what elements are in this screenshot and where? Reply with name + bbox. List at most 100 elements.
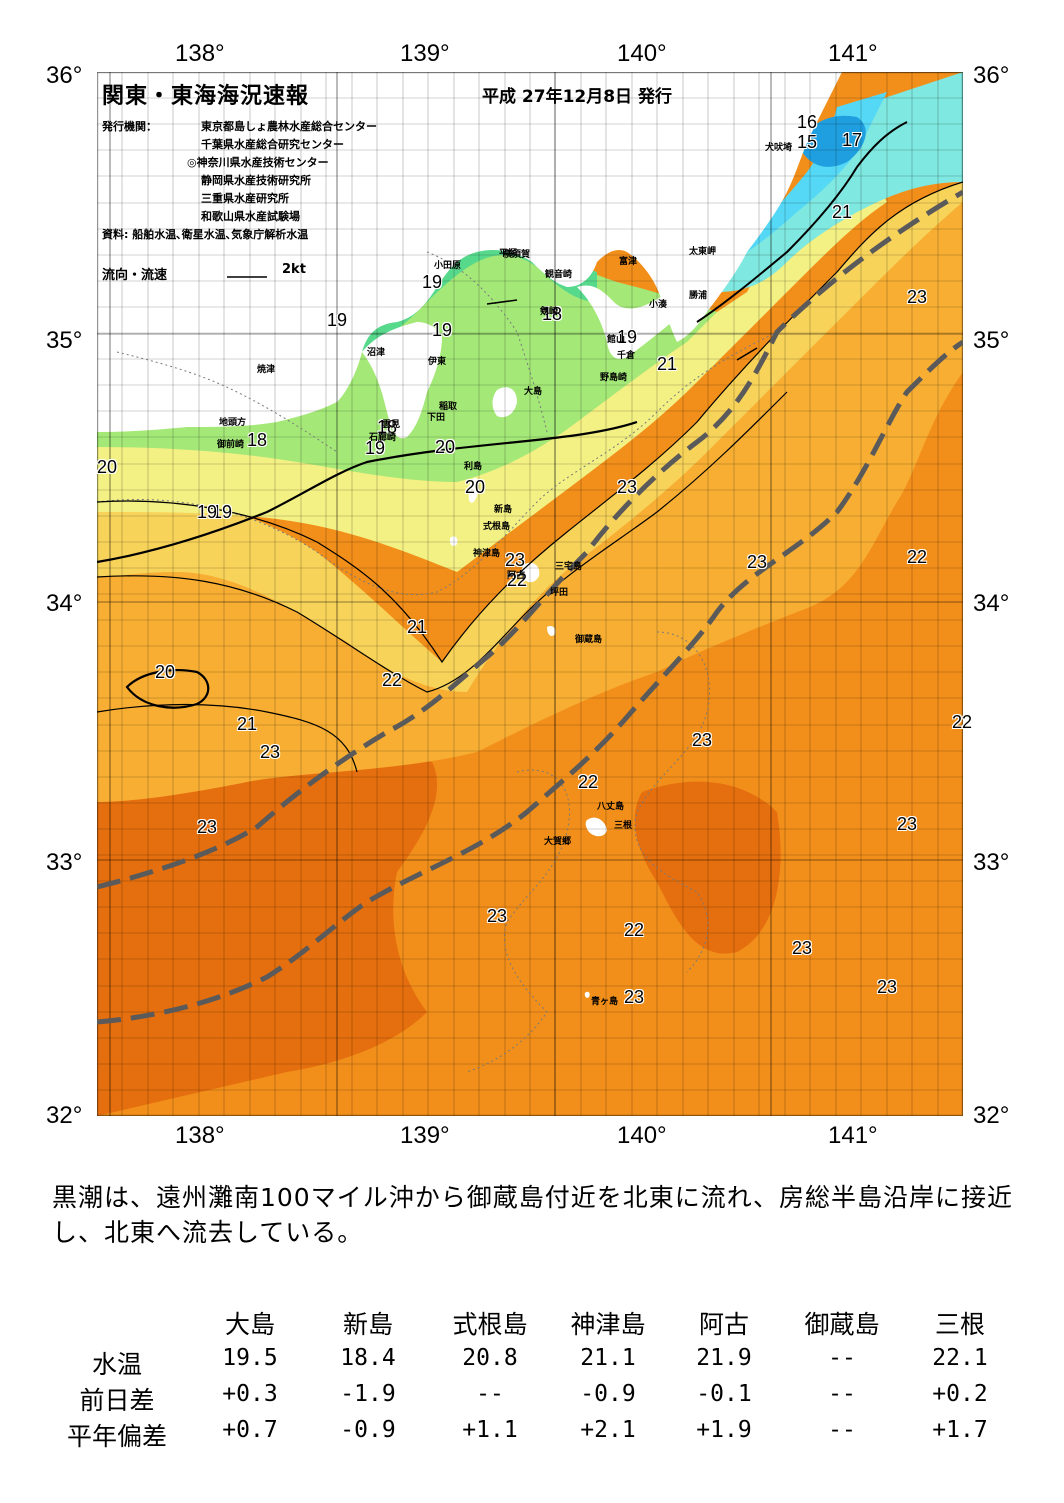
temperature-label: 23 [792,938,813,958]
temperature-label: 17 [842,130,863,150]
place-name: 利島 [464,462,483,472]
issuer-name: 和歌山県水産試験場 [201,210,300,223]
table-cell: 18.4 [340,1345,396,1371]
sea-22-area [97,192,963,802]
land-hachijojima [585,817,607,837]
place-name: 千倉 [617,351,636,361]
table-cell: 21.1 [580,1345,636,1371]
temperature-label: 22 [624,920,645,940]
temperature-label: 15 [797,132,818,152]
flow-arrow [486,299,518,305]
lat-right-34: 34° [973,590,1010,617]
column-header: 新島 [342,1310,393,1339]
flow-arrows [227,276,758,361]
table-cell: 22.1 [932,1345,988,1371]
place-name: 阿古 [507,571,526,581]
lon-top-139: 139° [400,40,450,67]
temperature-label: 18 [542,304,563,324]
temperature-label: 20 [435,437,456,457]
place-name: 館山 [607,335,626,345]
column-header: 大島 [224,1310,275,1339]
table-cell: -0.1 [696,1381,752,1407]
table-cell: -- [828,1381,856,1407]
lon-bottom-138: 138° [175,1122,225,1149]
temperature-label: 23 [877,977,898,997]
place-name: 石廊崎 [369,433,397,443]
kuroshio-axis [97,189,963,1025]
issue-date: 平成 27年12月8日 発行 [482,87,672,107]
temperature-label: 23 [747,552,768,572]
flow-legend-label: 流向・流速 [102,268,168,283]
place-name: 焼津 [257,365,276,375]
temperature-label: 19 [365,438,386,458]
temperature-label: 22 [382,670,403,690]
lon-bottom-139: 139° [400,1122,450,1149]
table-cell: -0.9 [340,1417,396,1443]
map-border [97,72,963,1116]
temperature-label: 23 [617,477,638,497]
temperature-label: 19 [197,502,218,522]
temperature-label: 20 [155,662,176,682]
sea-21-area [97,182,963,692]
place-name: 小田原 [434,261,462,271]
lon-top-138: 138° [175,40,225,67]
sea-24-patch [634,781,781,954]
table-cell: +0.3 [222,1381,278,1407]
temperature-label: 19 [617,327,638,347]
place-name: 小湊 [649,300,668,310]
lat-right-35: 35° [973,327,1010,354]
temperature-label: 23 [624,987,645,1007]
kuroshio-axis-south [97,339,963,1025]
place-name: 犬吠埼 [765,143,793,153]
column-header: 御蔵島 [804,1310,880,1339]
column-header: 三根 [934,1310,985,1339]
table-cell: +0.2 [932,1381,988,1407]
place-name: 下田 [427,413,446,423]
lon-top-141: 141° [828,40,878,67]
isobath-200 [116,351,338,453]
isobath-1000 [634,631,711,973]
issuer-name: 三重県水産研究所 [201,192,289,205]
lat-right-32: 32° [973,1102,1010,1129]
temperature-label: 18 [247,430,268,450]
row-header: 水温 [91,1350,142,1379]
isobath-1000 [97,331,778,596]
temperature-label: 22 [907,547,928,567]
place-name: 勝浦 [689,291,708,301]
place-name: 平塚 [499,249,518,259]
lat-left-32: 32° [46,1102,83,1129]
table-row: 前日差 +0.3 -1.9 -- -0.9 -0.1 -- +0.2 [52,1381,1012,1417]
column-header: 式根島 [452,1310,528,1339]
table-row: 平年偏差 +0.7 -0.9 +1.1 +2.1 +1.9 -- +1.7 [52,1417,1012,1453]
table-cell: -- [828,1417,856,1443]
lat-right-33: 33° [973,849,1010,876]
sea-17-area [717,72,963,292]
place-name: 新島 [494,505,513,515]
column-header: 神津島 [570,1310,646,1339]
sea-temperature-map: 関東・東海海況速報 平成 27年12月8日 発行 発行機関： 東京都島しょ農林水… [97,72,972,1116]
flow-legend-scale: 2kt [282,262,306,277]
temperature-label: 23 [487,906,508,926]
isotherm [696,121,908,323]
table-cell: +1.9 [696,1417,752,1443]
place-name: 雲見 [382,420,401,430]
kuroshio-summary: 黒潮は、遠州灘南100マイル沖から御蔵島付近を北東に流れ、房総半島沿岸に接近し、… [52,1183,1013,1247]
place-name: 横須賀 [503,250,531,260]
place-name: 式根島 [483,522,511,532]
table-cell: +0.7 [222,1417,278,1443]
lat-left-36: 36° [46,62,83,89]
place-name: 御蔵島 [575,635,603,645]
isobath-200 [426,251,548,433]
place-name: 地頭方 [219,418,247,428]
temperature-label: 18 [377,417,398,437]
data-source: 資料: 船舶水温､衛星水温､気象庁解析水温 [102,228,309,241]
temperature-label: 21 [657,354,678,374]
table-cell: +2.1 [580,1417,636,1443]
place-name: 三宅島 [555,562,583,572]
temperature-label: 22 [578,772,599,792]
place-name: 大島 [524,387,543,397]
table-cell: -0.9 [580,1381,636,1407]
issuer-name: 静岡県水産技術研究所 [201,174,311,187]
lat-left-34: 34° [46,590,83,617]
temperature-label: 16 [797,112,818,132]
